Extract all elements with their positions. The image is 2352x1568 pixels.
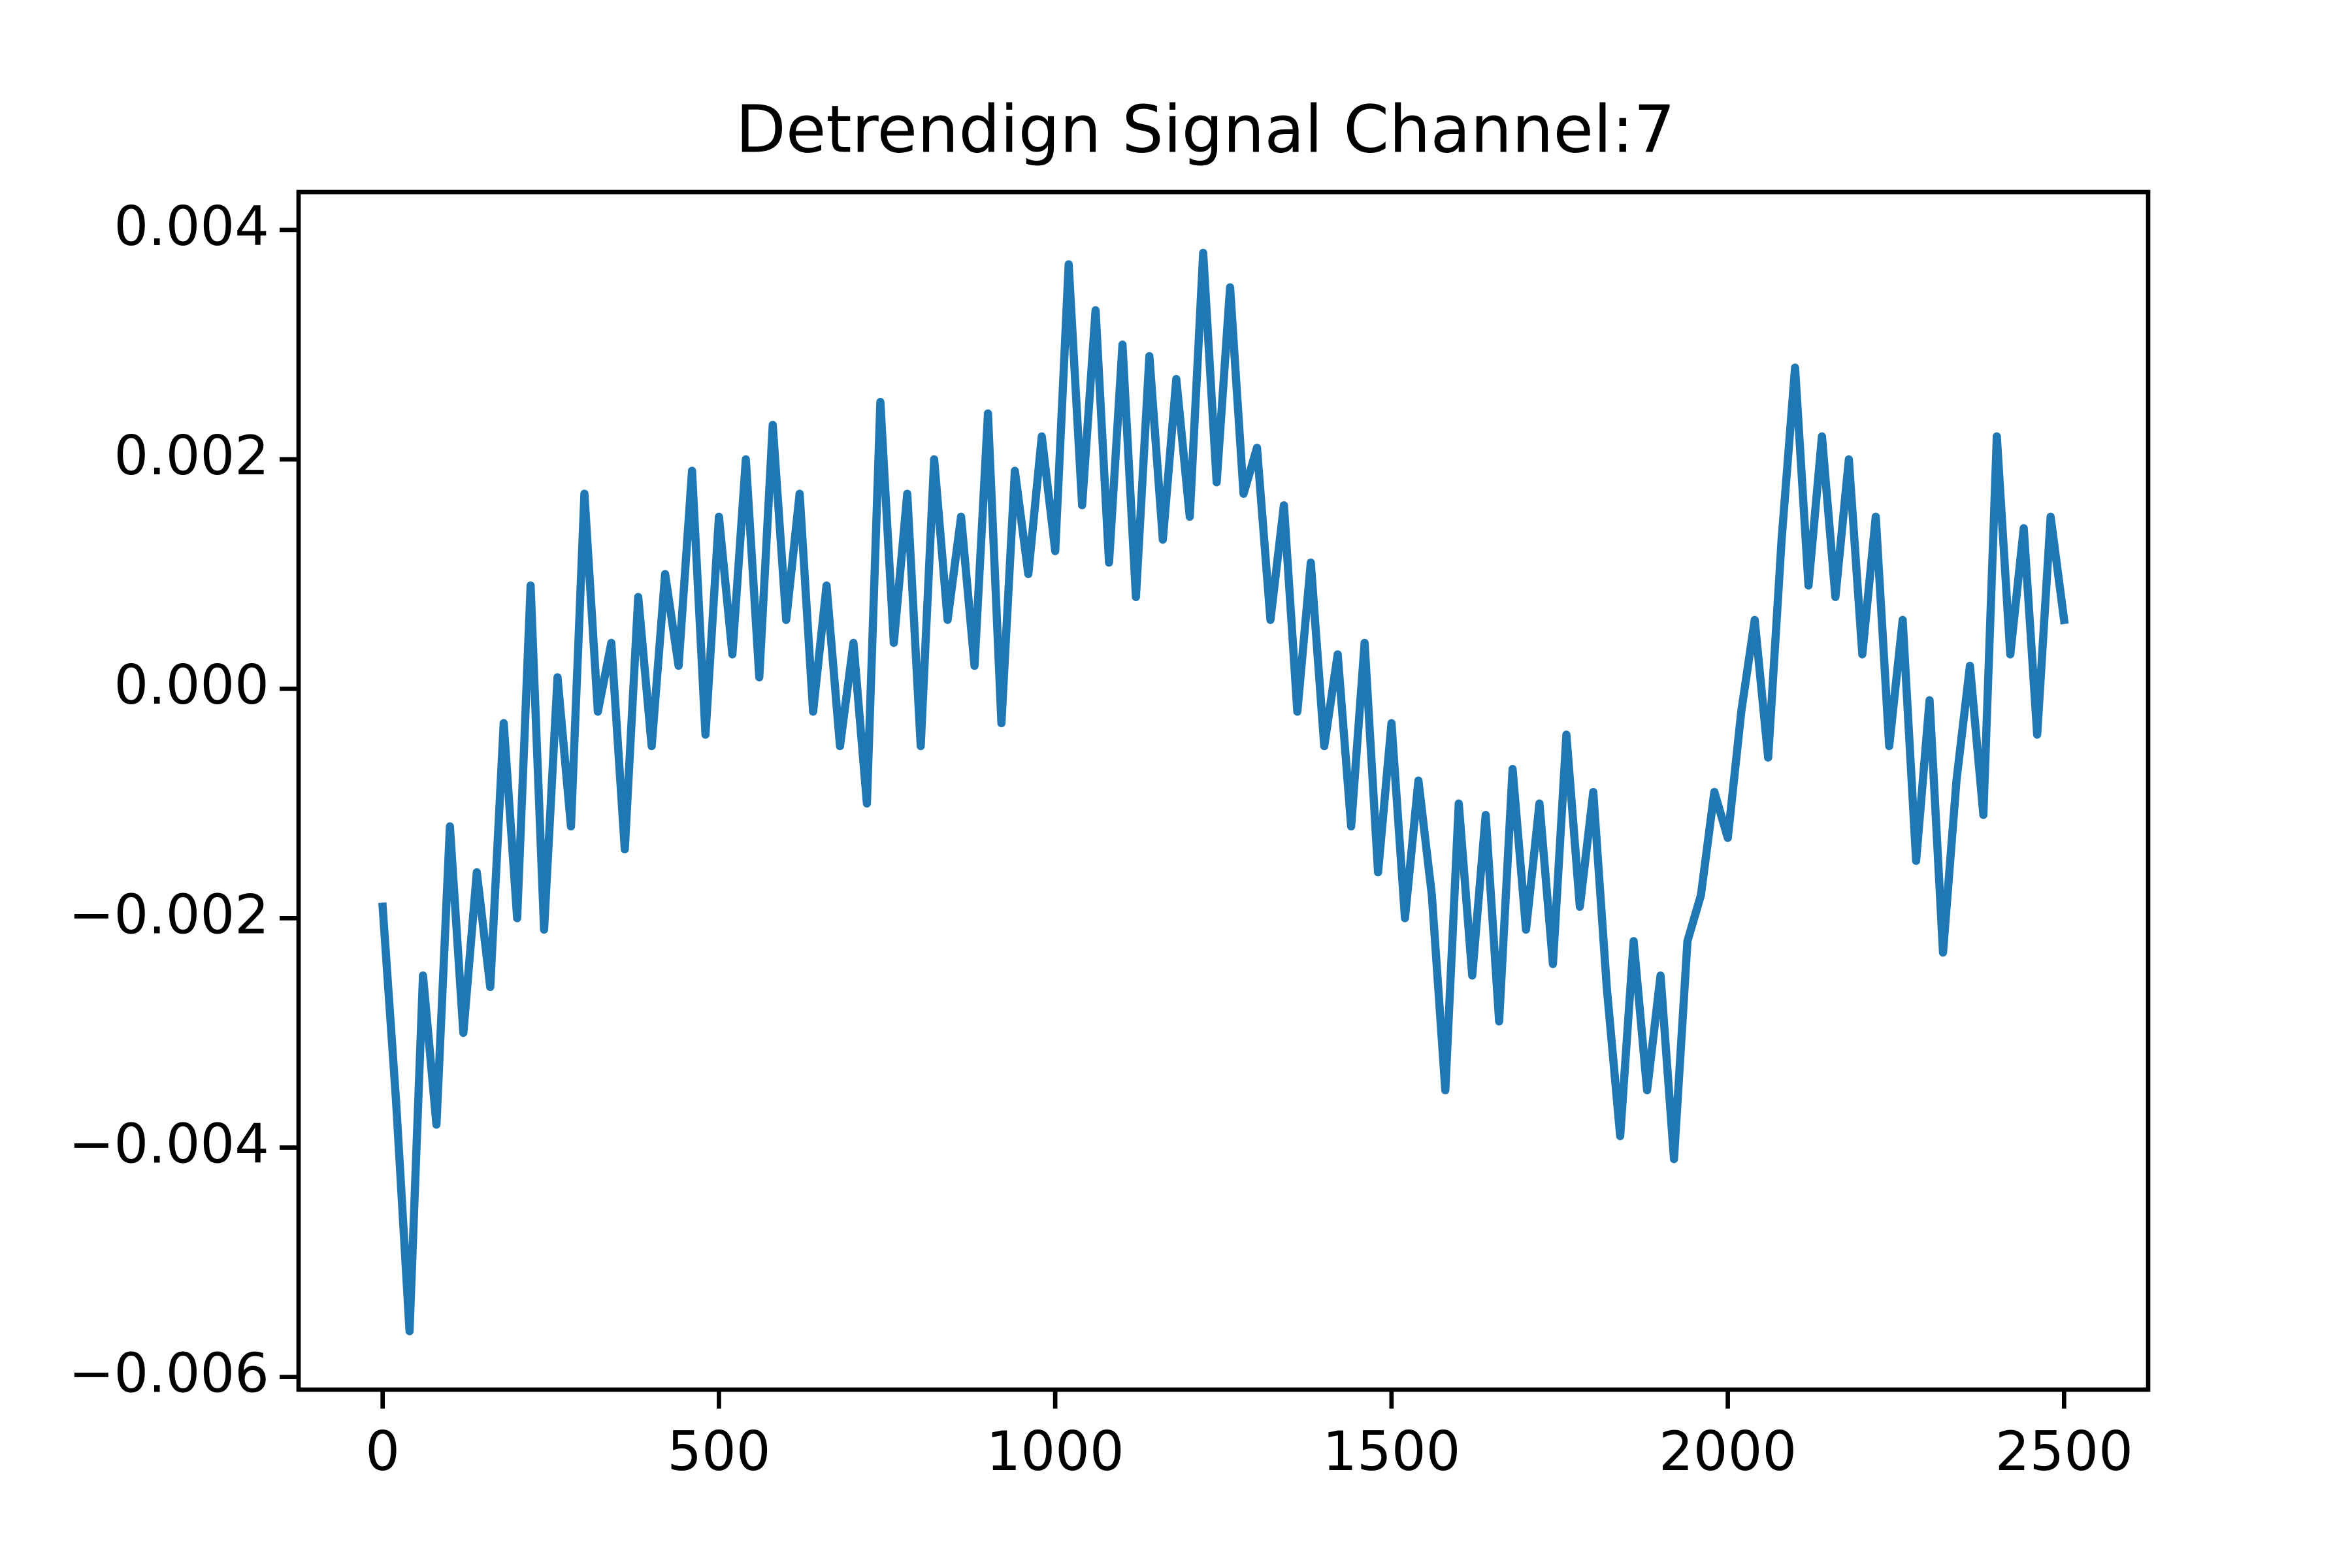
plot-frame: [296, 189, 2151, 1392]
y-tick-label: 0.002: [114, 424, 269, 487]
x-tick-label: 1500: [1322, 1420, 1460, 1483]
x-tick-label: 500: [667, 1420, 770, 1483]
x-tick-label: 0: [365, 1420, 400, 1483]
x-tick-label: 2500: [1995, 1420, 2133, 1483]
y-tick-label: −0.004: [69, 1112, 269, 1175]
y-tick-label: 0.004: [114, 195, 269, 258]
x-tick-label: 2000: [1659, 1420, 1797, 1483]
y-tick-label: −0.002: [69, 883, 269, 946]
y-tick-label: −0.006: [69, 1342, 269, 1405]
x-tick-label: 1000: [987, 1420, 1124, 1483]
chart-title: Detrendign Signal Channel:7: [736, 91, 1675, 167]
y-tick-label: 0.000: [114, 653, 269, 717]
signal-line: [378, 248, 2069, 1335]
